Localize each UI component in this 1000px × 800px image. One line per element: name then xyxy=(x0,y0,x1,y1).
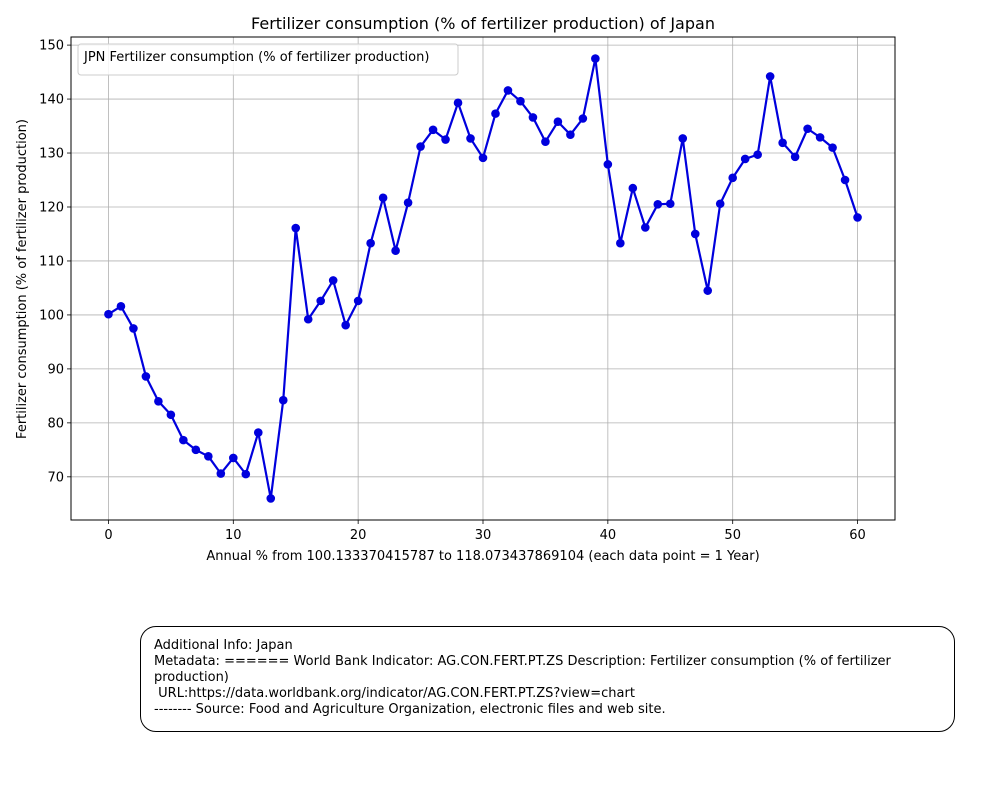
y-tick-label: 100 xyxy=(39,308,64,323)
x-tick-label: 0 xyxy=(104,528,112,543)
x-tick-label: 10 xyxy=(225,528,242,543)
data-point xyxy=(591,54,600,63)
data-point xyxy=(192,446,201,455)
chart-title: Fertilizer consumption (% of fertilizer … xyxy=(251,14,715,33)
data-point xyxy=(604,160,613,169)
y-tick-label: 140 xyxy=(39,93,64,108)
data-point xyxy=(741,155,750,164)
data-point xyxy=(716,199,725,208)
data-point xyxy=(766,72,775,81)
data-point xyxy=(154,397,163,406)
data-point xyxy=(316,297,325,306)
data-point xyxy=(379,194,388,203)
data-point xyxy=(441,135,450,144)
data-point xyxy=(341,321,350,330)
data-point xyxy=(629,184,638,193)
data-point xyxy=(791,153,800,162)
data-point xyxy=(529,113,538,122)
data-point xyxy=(354,297,363,306)
data-point xyxy=(241,470,250,479)
data-point xyxy=(803,124,812,133)
x-tick-label: 50 xyxy=(724,528,741,543)
data-point xyxy=(703,286,712,295)
data-point xyxy=(117,302,126,311)
y-tick-label: 120 xyxy=(39,200,64,215)
data-point xyxy=(454,99,463,108)
data-point xyxy=(229,454,238,463)
data-point xyxy=(466,134,475,143)
data-point xyxy=(566,130,575,139)
data-point xyxy=(828,143,837,152)
data-point xyxy=(728,174,737,183)
y-tick-label: 110 xyxy=(39,254,64,269)
data-point xyxy=(778,138,787,147)
y-tick-label: 150 xyxy=(39,39,64,54)
info-line-url: URL:https://data.worldbank.org/indicator… xyxy=(154,686,940,702)
axes: 0 10 20 30 40 50 60 70 80 90 100 110 120 130 140 150 xyxy=(39,37,895,543)
data-point xyxy=(204,452,213,461)
data-point xyxy=(142,372,151,381)
data-point xyxy=(554,117,563,126)
data-point xyxy=(516,97,525,106)
x-tick-label: 20 xyxy=(350,528,367,543)
info-line-source: -------- Source: Food and Agriculture Or… xyxy=(154,702,940,718)
data-point xyxy=(666,199,675,208)
data-point xyxy=(167,410,176,419)
x-tick-label: 30 xyxy=(475,528,492,543)
data-point xyxy=(279,396,288,405)
data-point xyxy=(129,324,138,333)
info-line-country: Additional Info: Japan xyxy=(154,638,940,654)
y-axis-label: Fertilizer consumption (% of fertilizer … xyxy=(15,119,30,439)
data-point xyxy=(304,315,313,324)
data-point xyxy=(391,246,400,255)
additional-info-box: Additional Info: Japan Metadata: ====== … xyxy=(140,626,955,732)
data-point xyxy=(291,224,300,233)
data-point xyxy=(266,494,275,503)
data-point xyxy=(653,200,662,209)
data-point xyxy=(616,239,625,248)
y-tick-label: 80 xyxy=(47,416,64,431)
legend-label: JPN Fertilizer consumption (% of fertili… xyxy=(83,50,429,65)
data-point xyxy=(816,133,825,142)
data-point xyxy=(104,310,113,319)
x-axis-label: Annual % from 100.133370415787 to 118.07… xyxy=(206,549,759,564)
info-line-metadata: Metadata: ====== World Bank Indicator: A… xyxy=(154,654,940,686)
data-point xyxy=(329,276,338,285)
y-tick-label: 70 xyxy=(47,470,64,485)
data-point xyxy=(691,230,700,239)
data-point xyxy=(429,126,438,135)
x-tick-label: 60 xyxy=(849,528,866,543)
y-tick-label: 130 xyxy=(39,147,64,162)
data-point xyxy=(254,428,263,437)
x-tick-label: 40 xyxy=(600,528,617,543)
data-point xyxy=(491,109,500,118)
line-chart: Fertilizer consumption (% of fertilizer … xyxy=(0,0,1000,600)
legend: JPN Fertilizer consumption (% of fertili… xyxy=(78,44,458,75)
data-point xyxy=(841,176,850,185)
data-point xyxy=(504,86,513,95)
data-point xyxy=(579,114,588,123)
data-point xyxy=(641,223,650,232)
data-point xyxy=(416,142,425,151)
data-point xyxy=(678,134,687,143)
y-tick-label: 90 xyxy=(47,362,64,377)
data-point xyxy=(753,150,762,159)
data-point xyxy=(217,469,226,478)
data-point xyxy=(853,213,862,222)
data-point xyxy=(404,198,413,207)
data-point xyxy=(179,436,188,445)
data-point xyxy=(479,154,488,163)
data-point xyxy=(541,137,550,146)
data-point xyxy=(366,239,375,248)
